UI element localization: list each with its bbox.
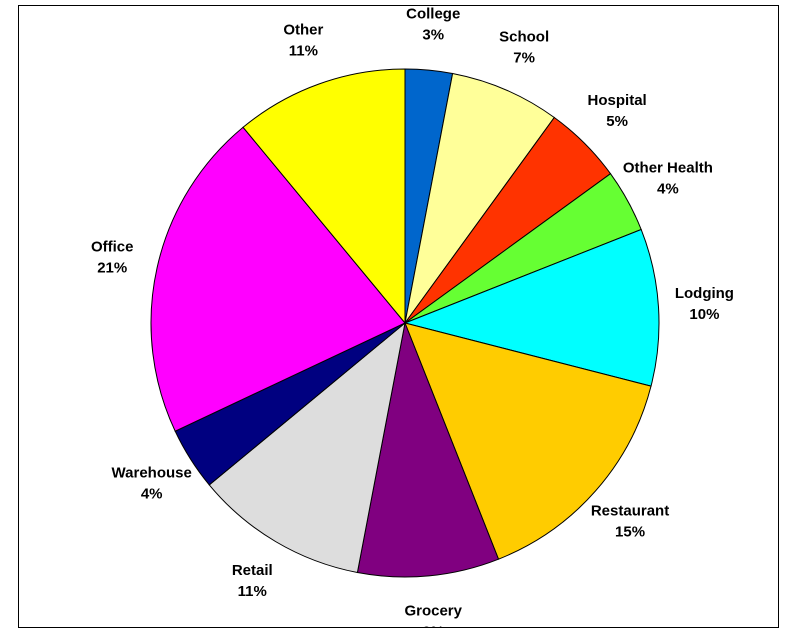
slice-value-label: 7% [513, 50, 535, 67]
slice-label: Hospital [588, 92, 647, 109]
slice-value-label: 15% [615, 523, 645, 540]
slice-value-label: 4% [141, 486, 163, 503]
slice-label: Other [283, 22, 323, 39]
pie-slice [150, 126, 406, 432]
pie-slice [404, 322, 652, 560]
slice-value-label: 11% [289, 43, 318, 60]
slice-value-label: 4% [657, 180, 679, 197]
slice-value-label: 11% [238, 583, 267, 600]
pie-slice [242, 68, 406, 325]
slice-label: Retail [232, 562, 273, 579]
pie-slice [208, 321, 406, 574]
slice-label: Restaurant [591, 502, 669, 519]
slice-label: Office [91, 239, 134, 256]
pie-slice [403, 228, 660, 387]
slice-label: Warehouse [112, 465, 192, 482]
slice-value-label: 9% [422, 624, 444, 628]
slice-value-label: 5% [606, 113, 628, 130]
pie-slice [356, 321, 500, 578]
slice-value-label: 10% [689, 306, 719, 323]
slice-label: School [499, 29, 549, 46]
pie-slice [404, 72, 555, 324]
slice-label: Other Health [623, 159, 713, 176]
slice-label: Lodging [675, 285, 734, 302]
slice-label: Grocery [404, 603, 462, 620]
slice-value-label: 21% [97, 260, 127, 277]
slice-value-label: 3% [422, 26, 444, 43]
slice-label: College [406, 5, 460, 22]
